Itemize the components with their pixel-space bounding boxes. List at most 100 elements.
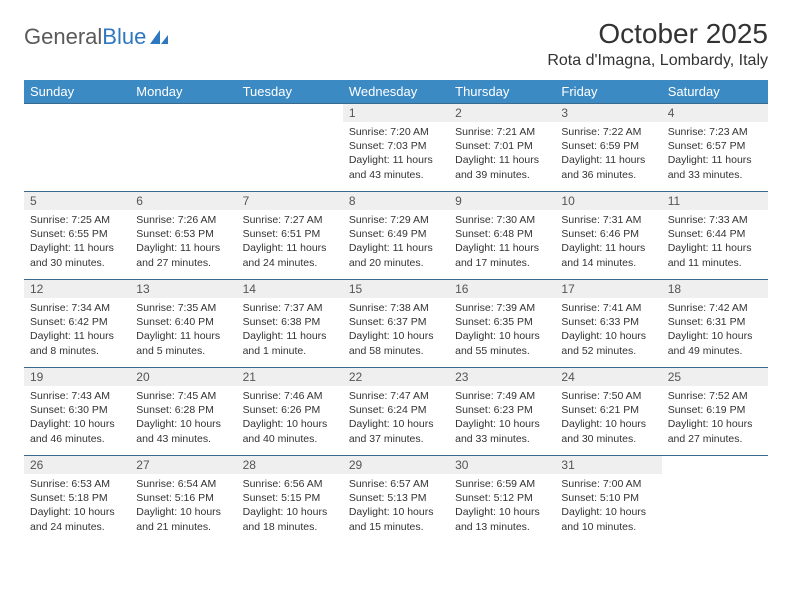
calendar-cell: 4Sunrise: 7:23 AMSunset: 6:57 PMDaylight… xyxy=(662,104,768,192)
day-number: 25 xyxy=(662,368,768,386)
logo-word1: General xyxy=(24,24,102,49)
calendar-cell: 11Sunrise: 7:33 AMSunset: 6:44 PMDayligh… xyxy=(662,192,768,280)
sunset-line: Sunset: 5:12 PM xyxy=(455,491,549,505)
day-number: 6 xyxy=(130,192,236,210)
sunrise-line: Sunrise: 6:59 AM xyxy=(455,477,549,491)
sunset-line: Sunset: 6:23 PM xyxy=(455,403,549,417)
calendar-week-row: 19Sunrise: 7:43 AMSunset: 6:30 PMDayligh… xyxy=(24,368,768,456)
daylight-line: Daylight: 10 hours and 13 minutes. xyxy=(455,505,549,533)
calendar-cell: 9Sunrise: 7:30 AMSunset: 6:48 PMDaylight… xyxy=(449,192,555,280)
sunset-line: Sunset: 5:10 PM xyxy=(561,491,655,505)
logo: GeneralBlue xyxy=(24,18,170,50)
sunrise-line: Sunrise: 7:21 AM xyxy=(455,125,549,139)
daylight-line: Daylight: 11 hours and 5 minutes. xyxy=(136,329,230,357)
sunrise-line: Sunrise: 7:30 AM xyxy=(455,213,549,227)
sunrise-line: Sunrise: 7:52 AM xyxy=(668,389,762,403)
calendar-cell xyxy=(130,104,236,192)
daylight-line: Daylight: 11 hours and 20 minutes. xyxy=(349,241,443,269)
sunrise-line: Sunrise: 7:26 AM xyxy=(136,213,230,227)
day-detail: Sunrise: 6:59 AMSunset: 5:12 PMDaylight:… xyxy=(449,474,555,538)
daylight-line: Daylight: 10 hours and 40 minutes. xyxy=(243,417,337,445)
sunset-line: Sunset: 6:51 PM xyxy=(243,227,337,241)
sunset-line: Sunset: 6:19 PM xyxy=(668,403,762,417)
sunset-line: Sunset: 6:37 PM xyxy=(349,315,443,329)
daylight-line: Daylight: 11 hours and 11 minutes. xyxy=(668,241,762,269)
sunrise-line: Sunrise: 7:22 AM xyxy=(561,125,655,139)
calendar-cell xyxy=(237,104,343,192)
daylight-line: Daylight: 11 hours and 30 minutes. xyxy=(30,241,124,269)
day-detail: Sunrise: 7:26 AMSunset: 6:53 PMDaylight:… xyxy=(130,210,236,274)
daylight-line: Daylight: 11 hours and 1 minute. xyxy=(243,329,337,357)
daylight-line: Daylight: 10 hours and 15 minutes. xyxy=(349,505,443,533)
day-detail: Sunrise: 7:21 AMSunset: 7:01 PMDaylight:… xyxy=(449,122,555,186)
daylight-line: Daylight: 11 hours and 8 minutes. xyxy=(30,329,124,357)
calendar-cell: 10Sunrise: 7:31 AMSunset: 6:46 PMDayligh… xyxy=(555,192,661,280)
calendar-cell: 21Sunrise: 7:46 AMSunset: 6:26 PMDayligh… xyxy=(237,368,343,456)
calendar-cell: 17Sunrise: 7:41 AMSunset: 6:33 PMDayligh… xyxy=(555,280,661,368)
sunrise-line: Sunrise: 7:00 AM xyxy=(561,477,655,491)
daylight-line: Daylight: 10 hours and 33 minutes. xyxy=(455,417,549,445)
calendar-table: SundayMondayTuesdayWednesdayThursdayFrid… xyxy=(24,80,768,544)
sunset-line: Sunset: 6:31 PM xyxy=(668,315,762,329)
day-detail: Sunrise: 7:52 AMSunset: 6:19 PMDaylight:… xyxy=(662,386,768,450)
day-detail: Sunrise: 7:31 AMSunset: 6:46 PMDaylight:… xyxy=(555,210,661,274)
weekday-header: Tuesday xyxy=(237,80,343,104)
sunset-line: Sunset: 6:21 PM xyxy=(561,403,655,417)
calendar-cell: 25Sunrise: 7:52 AMSunset: 6:19 PMDayligh… xyxy=(662,368,768,456)
day-detail: Sunrise: 7:20 AMSunset: 7:03 PMDaylight:… xyxy=(343,122,449,186)
sunset-line: Sunset: 5:18 PM xyxy=(30,491,124,505)
daylight-line: Daylight: 11 hours and 36 minutes. xyxy=(561,153,655,181)
daylight-line: Daylight: 11 hours and 14 minutes. xyxy=(561,241,655,269)
day-number: 19 xyxy=(24,368,130,386)
sunrise-line: Sunrise: 7:20 AM xyxy=(349,125,443,139)
day-number: 29 xyxy=(343,456,449,474)
day-detail: Sunrise: 7:35 AMSunset: 6:40 PMDaylight:… xyxy=(130,298,236,362)
day-number: 15 xyxy=(343,280,449,298)
day-detail: Sunrise: 6:54 AMSunset: 5:16 PMDaylight:… xyxy=(130,474,236,538)
calendar-cell: 19 Sunrise: 7:43 AMSunset: 6:30 PMDayligh… xyxy=(24,368,130,456)
calendar-cell: 22Sunrise: 7:47 AMSunset: 6:24 PMDayligh… xyxy=(343,368,449,456)
day-number-empty xyxy=(662,456,768,474)
sunrise-line: Sunrise: 7:27 AM xyxy=(243,213,337,227)
day-detail: Sunrise: 7:49 AMSunset: 6:23 PMDaylight:… xyxy=(449,386,555,450)
day-detail: Sunrise: 7:00 AMSunset: 5:10 PMDaylight:… xyxy=(555,474,661,538)
daylight-line: Daylight: 10 hours and 27 minutes. xyxy=(668,417,762,445)
daylight-line: Daylight: 10 hours and 46 minutes. xyxy=(30,417,124,445)
calendar-cell: 29Sunrise: 6:57 AMSunset: 5:13 PMDayligh… xyxy=(343,456,449,544)
sunrise-line: Sunrise: 7:42 AM xyxy=(668,301,762,315)
day-number: 10 xyxy=(555,192,661,210)
calendar-week-row: 26Sunrise: 6:53 AMSunset: 5:18 PMDayligh… xyxy=(24,456,768,544)
day-number: 13 xyxy=(130,280,236,298)
day-number-empty xyxy=(130,104,236,122)
day-number: 30 xyxy=(449,456,555,474)
sunrise-line: Sunrise: 7:50 AM xyxy=(561,389,655,403)
calendar-cell: 15Sunrise: 7:38 AMSunset: 6:37 PMDayligh… xyxy=(343,280,449,368)
calendar-cell: 30Sunrise: 6:59 AMSunset: 5:12 PMDayligh… xyxy=(449,456,555,544)
daylight-line: Daylight: 10 hours and 52 minutes. xyxy=(561,329,655,357)
daylight-line: Daylight: 10 hours and 58 minutes. xyxy=(349,329,443,357)
day-detail: Sunrise: 7:30 AMSunset: 6:48 PMDaylight:… xyxy=(449,210,555,274)
day-detail: Sunrise: 6:53 AMSunset: 5:18 PMDaylight:… xyxy=(24,474,130,538)
calendar-week-row: 12Sunrise: 7:34 AMSunset: 6:42 PMDayligh… xyxy=(24,280,768,368)
sunrise-line: Sunrise: 7:43 AM xyxy=(30,389,124,403)
day-number: 17 xyxy=(555,280,661,298)
month-title: October 2025 xyxy=(547,18,768,50)
day-number: 9 xyxy=(449,192,555,210)
sunrise-line: Sunrise: 7:23 AM xyxy=(668,125,762,139)
weekday-header: Thursday xyxy=(449,80,555,104)
sunset-line: Sunset: 5:16 PM xyxy=(136,491,230,505)
day-detail: Sunrise: 6:57 AMSunset: 5:13 PMDaylight:… xyxy=(343,474,449,538)
day-number: 24 xyxy=(555,368,661,386)
sunrise-line: Sunrise: 7:39 AM xyxy=(455,301,549,315)
daylight-line: Daylight: 10 hours and 43 minutes. xyxy=(136,417,230,445)
day-detail: Sunrise: 7:41 AMSunset: 6:33 PMDaylight:… xyxy=(555,298,661,362)
sunrise-line: Sunrise: 7:35 AM xyxy=(136,301,230,315)
sunrise-line: Sunrise: 6:54 AM xyxy=(136,477,230,491)
day-number: 14 xyxy=(237,280,343,298)
sunrise-line: Sunrise: 6:56 AM xyxy=(243,477,337,491)
day-number: 27 xyxy=(130,456,236,474)
day-number: 22 xyxy=(343,368,449,386)
calendar-cell: 13Sunrise: 7:35 AMSunset: 6:40 PMDayligh… xyxy=(130,280,236,368)
sunset-line: Sunset: 6:30 PM xyxy=(30,403,124,417)
day-number-empty xyxy=(237,104,343,122)
